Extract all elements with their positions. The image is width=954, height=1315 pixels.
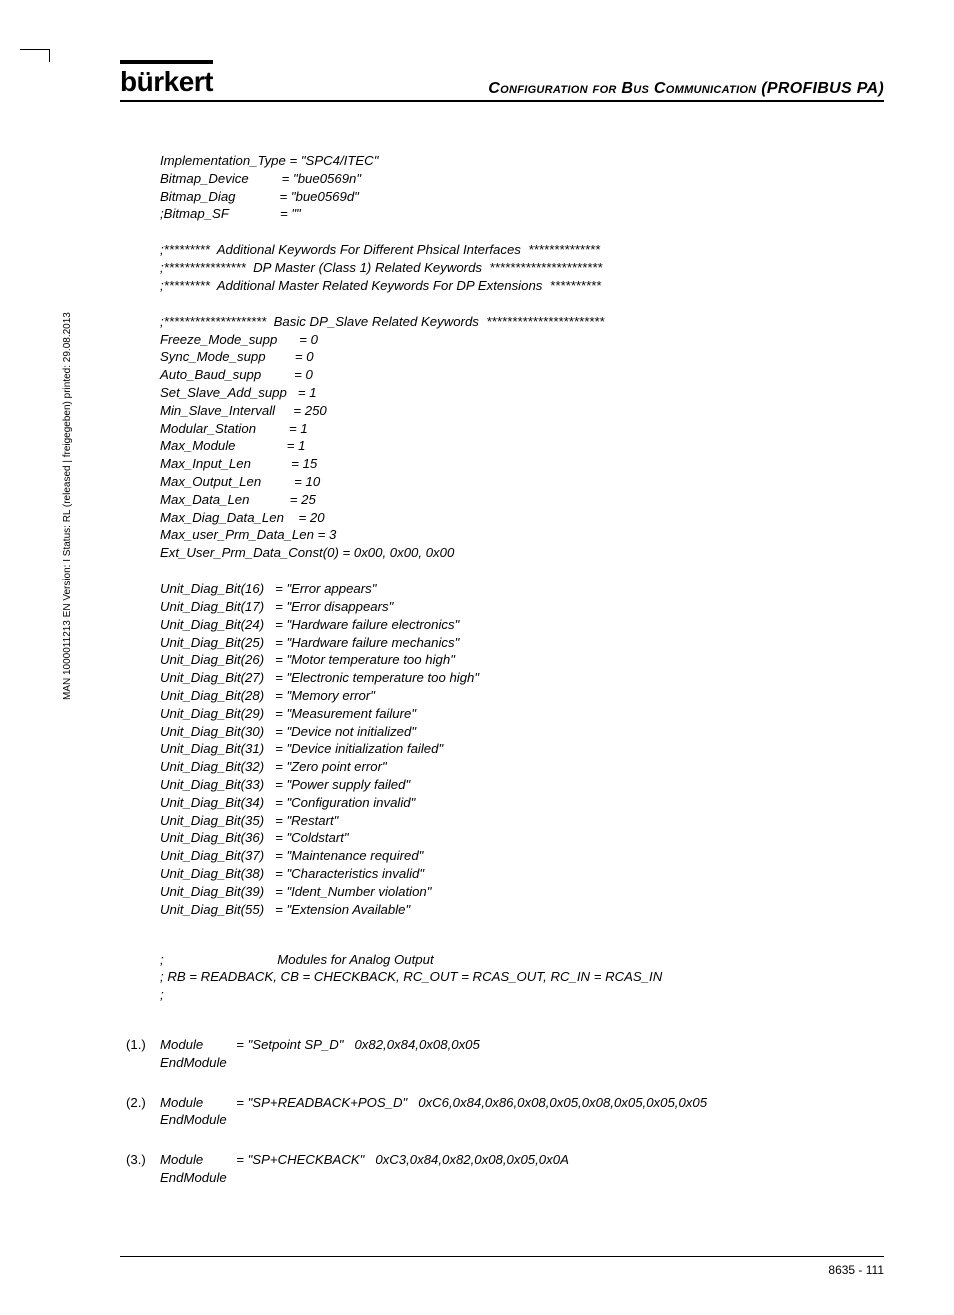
module-row: (3.) Module = "SP+CHECKBACK" 0xC3,0x84,0… (160, 1151, 884, 1187)
module-row: (1.) Module = "Setpoint SP_D" 0x82,0x84,… (160, 1036, 884, 1072)
module-number: (3.) (126, 1151, 160, 1169)
code-block-5: ; Modules for Analog Output ; RB = READB… (160, 951, 884, 1004)
module-number: (1.) (126, 1036, 160, 1054)
header: bürkert Configuration for Bus Communicat… (120, 60, 884, 102)
code-block-1: Implementation_Type = "SPC4/ITEC" Bitmap… (160, 152, 884, 223)
module-row: (2.) Module = "SP+READBACK+POS_D" 0xC6,0… (160, 1094, 884, 1130)
code-block-4: Unit_Diag_Bit(16) = "Error appears" Unit… (160, 580, 884, 918)
module-text: Module = "SP+CHECKBACK" 0xC3,0x84,0x82,0… (160, 1151, 569, 1187)
code-block-3: ;******************** Basic DP_Slave Rel… (160, 313, 884, 562)
module-text: Module = "SP+READBACK+POS_D" 0xC6,0x84,0… (160, 1094, 707, 1130)
crop-mark (20, 30, 50, 50)
footer: 8635 - 111 (120, 1256, 884, 1277)
code-block-2: ;********* Additional Keywords For Diffe… (160, 241, 884, 294)
page-number: 8635 - 111 (828, 1263, 884, 1277)
module-number: (2.) (126, 1094, 160, 1112)
side-meta-text: MAN 1000011213 EN Version: I Status: RL … (62, 312, 73, 700)
module-text: Module = "Setpoint SP_D" 0x82,0x84,0x08,… (160, 1036, 480, 1072)
header-title: Configuration for Bus Communication (PRO… (488, 80, 884, 98)
page: bürkert Configuration for Bus Communicat… (0, 0, 954, 1315)
logo: bürkert (120, 60, 213, 98)
